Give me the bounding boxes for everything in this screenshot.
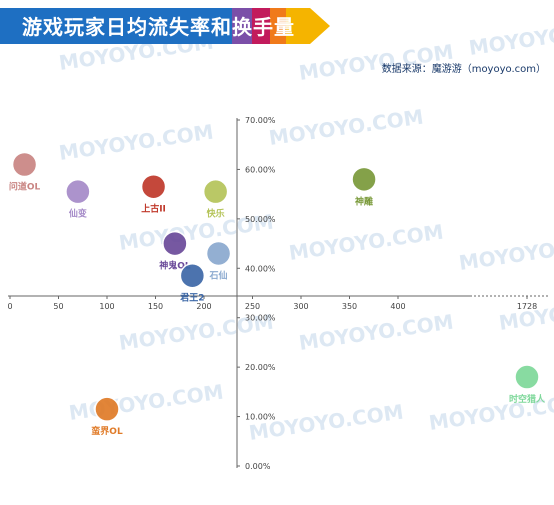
watermark-text: MOYOYO.COM <box>497 290 554 335</box>
point-label: 快乐 <box>207 208 225 220</box>
x-tick-label: 400 <box>390 302 405 311</box>
point-marker <box>162 230 188 257</box>
point-marker <box>179 262 206 289</box>
point-label: 上古II <box>141 203 166 215</box>
point-marker <box>514 364 540 390</box>
y-tick-label: 0.00% <box>245 462 271 471</box>
point-label: 仙变 <box>69 208 87 220</box>
banner-background-blue <box>0 8 232 44</box>
point-marker <box>202 178 229 205</box>
watermark-text: MOYOYO.COM <box>287 220 445 265</box>
data-point: 神雕 <box>351 166 377 207</box>
point-label: 神雕 <box>355 195 373 207</box>
point-marker <box>65 178 91 205</box>
point-label: 君王2 <box>180 293 204 304</box>
y-tick-label: 40.00% <box>245 264 276 273</box>
y-tick-label: 50.00% <box>245 215 276 224</box>
x-tick-label: 250 <box>245 302 260 311</box>
point-marker <box>11 151 38 178</box>
y-tick-label: 20.00% <box>245 363 276 372</box>
data-point: 时空猎人 <box>509 364 546 405</box>
y-tick-label: 70.00% <box>245 116 276 125</box>
title-banner <box>0 8 330 44</box>
point-marker <box>140 173 167 200</box>
point-label: 石仙 <box>209 269 228 281</box>
data-point: 上古II <box>140 173 167 215</box>
point-label: 问道OL <box>9 180 41 192</box>
point-marker <box>205 240 232 267</box>
y-tick-label: 30.00% <box>245 314 276 323</box>
watermark-text: MOYOYO.COM <box>67 380 225 425</box>
x-tick-label: 100 <box>99 302 114 311</box>
banner-arrow-yellow <box>284 8 330 44</box>
data-point: 蛮界OL <box>91 396 123 437</box>
x-tick-label: 0 <box>7 302 12 311</box>
watermark-layer: MOYOYO.COM MOYOYO.COMMOYOYO.COMMOYOYO.COM… <box>57 15 554 445</box>
watermark-text: MOYOYO.COM <box>57 120 215 165</box>
x-tick-label: 150 <box>148 302 163 311</box>
y-tick-label: 60.00% <box>245 165 276 174</box>
data-point: 快乐 <box>202 178 229 220</box>
point-label: 时空猎人 <box>509 393 546 405</box>
axes <box>8 118 548 468</box>
point-marker <box>351 166 377 193</box>
point-label: 蛮界OL <box>91 425 123 437</box>
data-source: 数据来源：魔游游（moyoyo.com） <box>381 64 546 75</box>
watermark-text: MOYOYO.COM <box>297 310 455 355</box>
chart-title: 游戏玩家日均流失率和换手量 <box>22 15 295 39</box>
x-tick-label: 350 <box>342 302 357 311</box>
watermark-text: MOYOYO.COM <box>457 230 554 275</box>
data-point: 君王2 <box>179 262 206 304</box>
tick-layer: 0 50 100 150 200 250 300 350 400 1728 0.00% 10.00% 2… <box>7 116 537 471</box>
x-tick-label: 50 <box>53 302 63 311</box>
data-point: 石仙 <box>205 240 232 281</box>
banner-stripe-magenta <box>252 8 270 44</box>
banner-stripe-purple <box>232 8 252 44</box>
watermark-text: MOYOYO.COM <box>267 105 425 150</box>
data-point: 问道OL <box>9 151 41 192</box>
watermark-text: MOYOYO.COM <box>467 15 554 60</box>
x-tick-label: 300 <box>293 302 308 311</box>
watermark-text: MOYOYO.COM <box>247 400 405 445</box>
data-point: 仙变 <box>65 178 91 220</box>
x-tick-label: 200 <box>196 302 211 311</box>
x-tick-label: 1728 <box>517 302 537 311</box>
y-tick-label: 10.00% <box>245 413 276 422</box>
banner-stripe-orange <box>270 8 286 44</box>
point-marker <box>94 396 120 422</box>
